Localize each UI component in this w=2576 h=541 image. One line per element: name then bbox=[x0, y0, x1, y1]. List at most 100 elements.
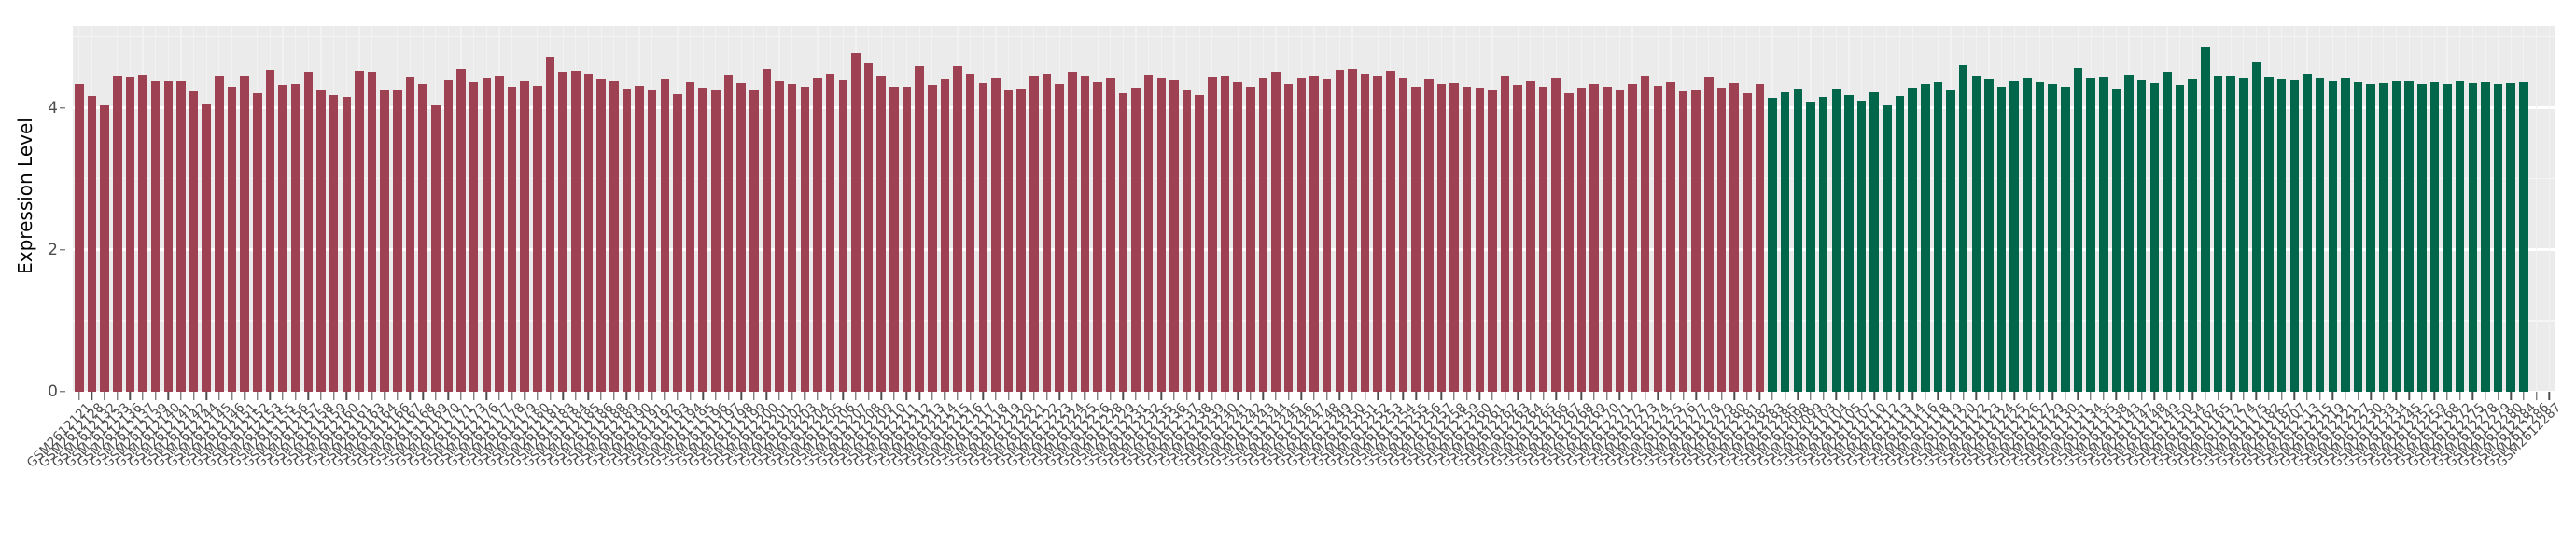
bar[interactable] bbox=[2251, 62, 2261, 392]
bar[interactable] bbox=[1220, 76, 1230, 392]
bar[interactable] bbox=[2239, 78, 2248, 392]
bar[interactable] bbox=[2519, 82, 2528, 392]
bar[interactable] bbox=[660, 79, 670, 392]
bar[interactable] bbox=[927, 85, 937, 392]
bar[interactable] bbox=[2163, 71, 2172, 392]
bar[interactable] bbox=[418, 83, 427, 392]
bar[interactable] bbox=[1398, 78, 1408, 392]
bar[interactable] bbox=[723, 74, 734, 392]
bar[interactable] bbox=[1602, 86, 1612, 392]
bar[interactable] bbox=[2443, 84, 2452, 392]
bar[interactable] bbox=[1003, 90, 1014, 392]
bar[interactable] bbox=[1055, 84, 1064, 392]
bar[interactable] bbox=[2073, 67, 2083, 392]
bar[interactable] bbox=[2353, 82, 2363, 392]
bar[interactable] bbox=[265, 70, 275, 392]
bar[interactable] bbox=[1169, 79, 1179, 392]
bar[interactable] bbox=[1322, 79, 1332, 392]
bar[interactable] bbox=[1156, 78, 1167, 392]
bar[interactable] bbox=[189, 91, 199, 392]
bar[interactable] bbox=[647, 90, 657, 392]
bar[interactable] bbox=[1678, 91, 1688, 392]
bar[interactable] bbox=[838, 79, 848, 392]
bar[interactable] bbox=[2149, 82, 2160, 392]
bar[interactable] bbox=[1704, 76, 1714, 392]
bar[interactable] bbox=[1628, 83, 1637, 392]
bar[interactable] bbox=[2124, 74, 2134, 392]
bar[interactable] bbox=[1729, 82, 1739, 392]
bar[interactable] bbox=[2276, 79, 2287, 392]
bar[interactable] bbox=[367, 72, 377, 392]
bar[interactable] bbox=[520, 81, 530, 392]
bar[interactable] bbox=[813, 78, 822, 392]
bar[interactable] bbox=[609, 81, 619, 392]
bar[interactable] bbox=[1844, 94, 1854, 392]
bar[interactable] bbox=[1093, 82, 1102, 392]
bar[interactable] bbox=[240, 76, 249, 392]
bar[interactable] bbox=[1131, 88, 1141, 392]
bar[interactable] bbox=[163, 80, 174, 392]
bar[interactable] bbox=[787, 84, 797, 392]
bar[interactable] bbox=[125, 76, 135, 392]
bar[interactable] bbox=[2213, 75, 2223, 392]
bar[interactable] bbox=[711, 90, 721, 392]
bar[interactable] bbox=[1386, 70, 1395, 392]
bar[interactable] bbox=[902, 87, 912, 392]
bar[interactable] bbox=[1958, 64, 1968, 392]
bar[interactable] bbox=[1029, 75, 1039, 392]
bar[interactable] bbox=[1526, 81, 1535, 392]
bar[interactable] bbox=[1755, 84, 1765, 392]
bar[interactable] bbox=[2188, 79, 2197, 392]
bar[interactable] bbox=[495, 76, 504, 392]
bar[interactable] bbox=[278, 85, 287, 392]
bar[interactable] bbox=[393, 89, 402, 392]
bar[interactable] bbox=[2098, 76, 2108, 392]
bar[interactable] bbox=[1615, 89, 1625, 392]
bar[interactable] bbox=[253, 93, 262, 392]
bar[interactable] bbox=[316, 89, 326, 392]
bar[interactable] bbox=[749, 89, 759, 392]
bar[interactable] bbox=[2429, 82, 2440, 392]
bar[interactable] bbox=[2035, 82, 2045, 392]
bar[interactable] bbox=[889, 86, 899, 392]
bar[interactable] bbox=[1895, 95, 1905, 392]
bar[interactable] bbox=[2086, 78, 2095, 392]
bar[interactable] bbox=[1462, 86, 1472, 392]
bar[interactable] bbox=[1258, 78, 1268, 392]
bar[interactable] bbox=[1068, 72, 1077, 392]
bar[interactable] bbox=[2264, 76, 2274, 392]
bar[interactable] bbox=[112, 76, 122, 392]
bar[interactable] bbox=[1423, 79, 1434, 392]
bar[interactable] bbox=[1576, 88, 1587, 392]
bar[interactable] bbox=[1436, 84, 1447, 392]
bar[interactable] bbox=[355, 70, 364, 392]
bar[interactable] bbox=[1016, 88, 1027, 392]
bar[interactable] bbox=[227, 87, 237, 392]
bar[interactable] bbox=[507, 86, 517, 392]
bar[interactable] bbox=[965, 74, 975, 392]
bar[interactable] bbox=[2289, 79, 2300, 392]
bar[interactable] bbox=[1335, 70, 1345, 392]
bar[interactable] bbox=[851, 52, 861, 392]
bar[interactable] bbox=[991, 77, 1001, 392]
bar[interactable] bbox=[1105, 77, 1115, 392]
bar[interactable] bbox=[215, 75, 224, 392]
bar[interactable] bbox=[1933, 82, 1943, 392]
bar[interactable] bbox=[1946, 89, 1955, 392]
bar[interactable] bbox=[1831, 88, 1841, 392]
bar[interactable] bbox=[342, 97, 352, 392]
bar[interactable] bbox=[1309, 75, 1319, 392]
bar[interactable] bbox=[456, 69, 466, 392]
bar[interactable] bbox=[380, 90, 389, 392]
bar[interactable] bbox=[775, 81, 784, 392]
bar[interactable] bbox=[1818, 97, 1828, 392]
bar[interactable] bbox=[1118, 92, 1128, 392]
bar[interactable] bbox=[469, 82, 479, 392]
bar[interactable] bbox=[2468, 82, 2478, 392]
bar[interactable] bbox=[2481, 82, 2490, 392]
bar[interactable] bbox=[953, 65, 962, 392]
bar[interactable] bbox=[1691, 90, 1701, 392]
bar[interactable] bbox=[1195, 94, 1204, 392]
bar[interactable] bbox=[1768, 97, 1777, 392]
bar[interactable] bbox=[1564, 92, 1574, 392]
